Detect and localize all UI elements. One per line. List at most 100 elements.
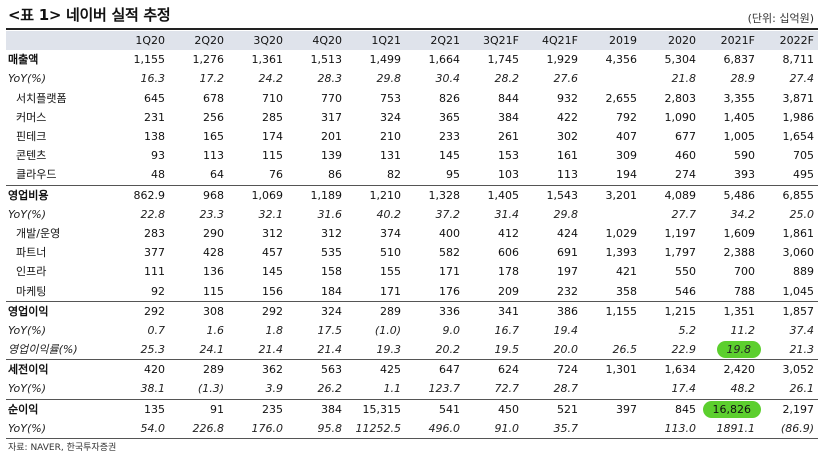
table-cell: 645 (144, 91, 165, 105)
table-cell: 95.8 (287, 418, 346, 439)
table-cell: 312 (321, 226, 342, 240)
table-cell: 256 (203, 110, 224, 124)
table-cell: 5,304 (664, 53, 697, 67)
table-cell: 1,029 (605, 226, 638, 240)
table-cell: 25.3 (140, 343, 166, 357)
table-cell: 374 (380, 226, 401, 240)
table-cell: 178 (498, 265, 519, 279)
table-cell: 1,609 (723, 226, 756, 240)
table-row: 영업비용 862.9 968 1,069 1,189 1,210 1,328 1,405 1,5… (6, 184, 818, 205)
table-cell: 176 (439, 284, 460, 298)
table-cell: 1,664 (428, 53, 461, 67)
table-cell: 31.4 (494, 207, 520, 221)
table-cell: 235 (228, 398, 287, 419)
table-cell: 285 (262, 110, 283, 124)
table-cell: 421 (616, 265, 637, 279)
table-cell: 397 (582, 398, 641, 419)
table-cell: 64 (210, 168, 224, 182)
table-cell: 3,052 (759, 359, 818, 380)
table-row: 마케팅 92 115 156 184 171 176 209 232 358 546 788 1,045 (6, 281, 818, 301)
table-row: 콘텐츠 93 113 115 139 131 145 153 161 309 460 590 705 (6, 146, 818, 165)
table-cell: 384 (287, 398, 346, 419)
table-cell: 1,861 (782, 226, 815, 240)
header-cell: 2Q21 (405, 31, 464, 51)
table-cell: 292 (110, 300, 169, 321)
table-cell: 606 (498, 246, 519, 260)
table-row: 세전이익 420 289 362 563 425 647 624 724 1,301 1,634 2,… (6, 359, 818, 380)
table-cell: 17.2 (199, 72, 225, 86)
table-cell: 24.2 (258, 72, 284, 86)
table-cell: 28.2 (494, 72, 520, 86)
table-cell: 425 (346, 359, 405, 380)
row-label: 파트너 (16, 246, 47, 260)
table-cell: 31.6 (317, 207, 343, 221)
table-cell: (1.3) (197, 382, 224, 396)
table-cell: 27.7 (671, 207, 697, 221)
row-label: YoY(%) (8, 382, 46, 396)
table-cell: 22.9 (671, 343, 697, 357)
table-cell: 176.0 (228, 418, 287, 439)
table-cell: 377 (144, 246, 165, 260)
table-cell: 8,711 (782, 53, 815, 67)
table-cell: 9.0 (442, 323, 461, 337)
table-cell: 34.2 (730, 207, 756, 221)
table-cell: 19.3 (376, 343, 402, 357)
row-label: 매출액 (8, 53, 39, 67)
table-cell: 460 (675, 149, 696, 163)
table-cell: 647 (405, 359, 464, 380)
table-cell: 495 (793, 168, 814, 182)
table-cell: 862.9 (110, 184, 169, 205)
row-label: 세전이익 (6, 359, 110, 380)
table-cell: 93 (151, 149, 165, 163)
table-cell: 111 (144, 265, 165, 279)
table-cell: 2,197 (759, 398, 818, 419)
row-label: 콘텐츠 (16, 149, 47, 163)
row-label: 인프라 (16, 265, 47, 279)
table-cell: 24.1 (199, 343, 225, 357)
table-cell: 153 (498, 149, 519, 163)
table-row: 파트너 377 428 457 535 510 582 606 691 1,393 1,797 2,3… (6, 243, 818, 262)
table-cell: 792 (616, 110, 637, 124)
table-cell: 184 (321, 284, 342, 298)
table-row: YoY(%) 0.7 1.6 1.8 17.5 (1.0) 9.0 16.7 19.4 5.2 11… (6, 321, 818, 340)
table-cell: 17.4 (671, 382, 697, 396)
table-cell: 20.2 (435, 343, 461, 357)
table-cell: 968 (169, 184, 228, 205)
table-cell: 28.3 (317, 72, 343, 86)
row-label: 순이익 (6, 398, 110, 419)
table-cell: 1.6 (206, 323, 225, 337)
table-cell: 289 (346, 300, 405, 321)
table-cell: 582 (439, 246, 460, 260)
table-cell: (86.9) (759, 418, 818, 439)
table-cell: 135 (110, 398, 169, 419)
table-cell: 324 (380, 110, 401, 124)
table-row: 인프라 111 136 145 158 155 171 178 197 421 550 700 889 (6, 262, 818, 281)
table-cell: 26.5 (612, 343, 638, 357)
table-cell: (1.0) (374, 323, 401, 337)
table-cell: 1,393 (605, 246, 638, 260)
table-cell: 48.2 (730, 382, 756, 396)
table-cell: 312 (262, 226, 283, 240)
table-cell: 546 (675, 284, 696, 298)
table-cell: 521 (523, 398, 582, 419)
table-cell: 1,210 (346, 184, 405, 205)
table-row: YoY(%) 38.1 (1.3) 3.9 26.2 1.1 123.7 72.7 28.7 17… (6, 379, 818, 399)
table-cell: 309 (616, 149, 637, 163)
table-cell: 21.4 (258, 343, 284, 357)
table-cell: 1,005 (723, 130, 756, 144)
table-cell: 1,797 (664, 246, 697, 260)
table-cell: 21.4 (317, 343, 343, 357)
row-label: YoY(%) (8, 72, 46, 86)
table-cell: 26.1 (789, 382, 815, 396)
table-cell: 1,929 (546, 53, 579, 67)
table-cell: 11.2 (730, 323, 756, 337)
table-cell: 1,543 (523, 184, 582, 205)
table-cell: 27.6 (553, 72, 579, 86)
table-cell: 424 (557, 226, 578, 240)
table-cell: 336 (405, 300, 464, 321)
table-cell: 197 (557, 265, 578, 279)
table-row: YoY(%) 54.0 226.8 176.0 95.8 11252.5 496.0 91.0… (6, 418, 818, 439)
table-cell: 5.2 (678, 323, 697, 337)
table-cell: 1,155 (582, 300, 641, 321)
table-cell: 1,986 (782, 110, 815, 124)
